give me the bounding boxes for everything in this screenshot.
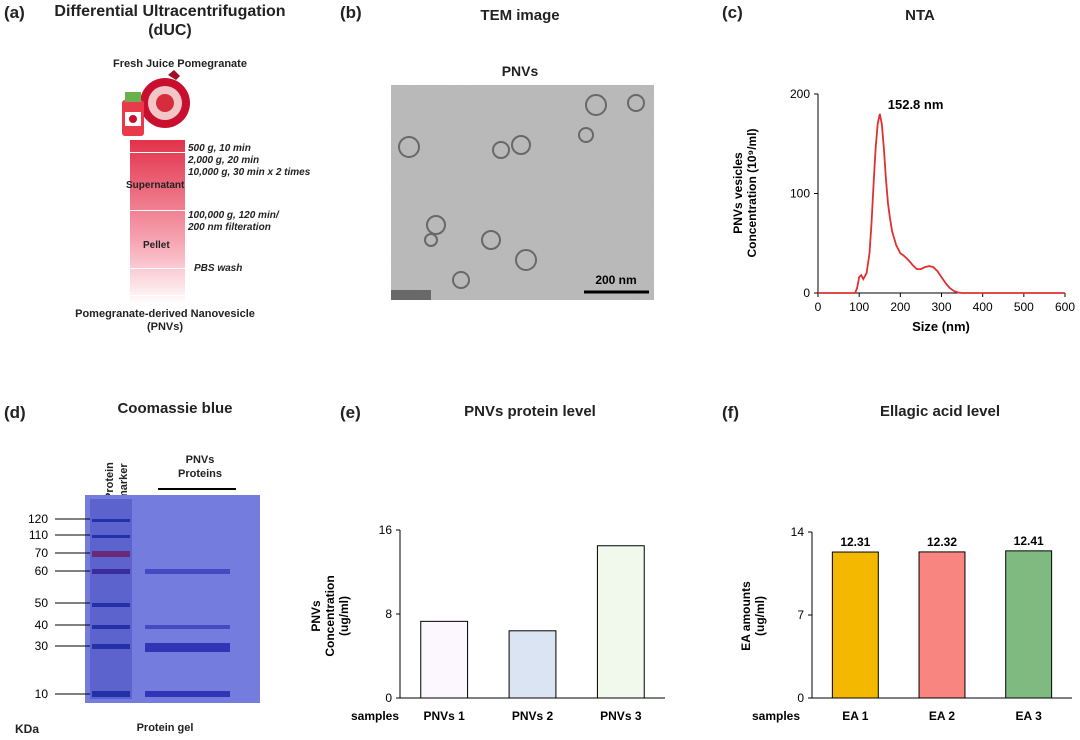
pomegranate-juice-icon [122, 70, 190, 136]
nta-x-tick-label: 0 [815, 300, 822, 314]
step-text: 200 nm filteration [188, 222, 271, 233]
f-value-label: 12.31 [840, 535, 870, 549]
panel-c-title: NTA [905, 7, 935, 24]
tube-divider [130, 210, 185, 211]
supernatant-label: Supernatant [126, 180, 185, 191]
panel-c-label: (c) [722, 3, 743, 22]
tube-divider [130, 268, 185, 269]
e-bar [420, 620, 469, 699]
e-y-label-1: PNVs [309, 600, 323, 632]
lane-label-1: PNVs [185, 454, 215, 466]
nta-x-tick-label: 500 [1014, 300, 1034, 314]
nta-x-tick-label: 200 [890, 300, 910, 314]
f-category-label: EA 2 [929, 709, 956, 723]
nta-y-axis-label-1: PNVs vesicles [731, 152, 745, 234]
tem-subtitle: PNVs [501, 63, 539, 79]
panel-e-title: PNVs protein level [464, 403, 596, 420]
panel-f-title: Ellagic acid level [879, 403, 1001, 420]
tem-image: 200 nm [391, 85, 654, 300]
panel-e-label: (e) [340, 403, 361, 422]
nta-x-tick-label: 600 [1055, 300, 1075, 314]
ladder-label: 110 [29, 528, 48, 542]
f-x-axis-label: samples [752, 709, 800, 723]
nta-y-axis-label-2: Concentration (10⁹/ml) [745, 128, 759, 257]
pellet-label: Pellet [143, 240, 170, 251]
tube-divider [130, 295, 185, 296]
step-text: 10,000 g, 30 min x 2 times [188, 167, 311, 178]
nta-y-tick-label: 100 [790, 187, 810, 201]
protein-gel: 120 110 70 60 50 40 30 10 [28, 495, 260, 703]
e-bar [596, 545, 645, 699]
e-y-label-2: Concentration [323, 575, 337, 656]
scale-bar-label: 200 nm [595, 273, 636, 287]
ladder-label: 70 [35, 546, 49, 560]
ladder-label: 30 [35, 639, 49, 653]
step-text: 500 g, 10 min [188, 143, 251, 154]
nta-x-tick-label: 400 [973, 300, 993, 314]
panel-d-label: (d) [4, 403, 26, 422]
e-category-label: PNVs 1 [423, 709, 465, 723]
protein-bar-chart: 0 8 16 PNVs 1 PNVs 2 PNVs 3 samples PNVs Conc… [309, 523, 665, 723]
product-label: Pomegranate-derived Nanovesicle [75, 308, 255, 320]
juice-label: Fresh Juice Pomegranate [113, 58, 247, 70]
f-y-label-2: (ug/ml) [753, 596, 767, 636]
tube-divider [130, 152, 185, 153]
panel-a-title: Differential Ultracentrifugation [54, 3, 286, 20]
nta-series-line [818, 113, 1065, 294]
lane-label-2: Proteins [177, 468, 222, 480]
centrifuge-tube-gradient [130, 140, 185, 305]
e-category-label: PNVs 3 [600, 709, 642, 723]
panel-b-label: (b) [340, 3, 362, 22]
e-y-tick-label: 16 [379, 523, 393, 537]
panel-a-label: (a) [4, 3, 25, 22]
f-bar [1005, 550, 1053, 699]
f-bar [831, 551, 879, 699]
nta-chart: 0 100 200 300 400 500 600 0 100 200 152.8 nm Size… [731, 87, 1075, 334]
ladder-label: 120 [28, 512, 48, 526]
f-bar [918, 551, 966, 699]
step-text: 100,000 g, 120 min/ [188, 210, 279, 221]
nta-x-axis-label: Size (nm) [912, 319, 970, 334]
nta-peak-label: 152.8 nm [888, 97, 944, 112]
e-y-label-3: (ug/ml) [337, 596, 351, 636]
f-value-label: 12.41 [1014, 534, 1044, 548]
e-category-label: PNVs 2 [512, 709, 554, 723]
panel-d-title: Coomassie blue [117, 400, 233, 417]
f-y-tick-label: 7 [797, 608, 804, 622]
f-y-tick-label: 0 [797, 691, 804, 705]
ladder-label: 50 [35, 596, 49, 610]
product-abbrev: (PNVs) [146, 321, 184, 333]
ladder-label: 60 [35, 564, 49, 578]
step-text: PBS wash [194, 263, 243, 274]
f-y-tick-label: 14 [791, 525, 805, 539]
e-y-tick-label: 8 [385, 607, 392, 621]
gel-caption: Protein gel [136, 722, 194, 734]
e-bar [508, 630, 557, 699]
panel-b-title: TEM image [480, 7, 560, 24]
nta-x-tick-label: 300 [931, 300, 951, 314]
f-y-label-1: EA amounts [739, 581, 753, 651]
nta-x-tick-label: 100 [849, 300, 869, 314]
panel-a-subtitle: (dUC) [148, 22, 192, 39]
marker-label-1: Protein [104, 462, 116, 500]
e-x-axis-label: samples [351, 709, 399, 723]
marker-label-2: marker [118, 463, 130, 500]
step-text: 2,000 g, 20 min [188, 155, 260, 166]
f-category-label: EA 1 [842, 709, 869, 723]
panel-f-label: (f) [722, 403, 739, 422]
f-value-label: 12.32 [927, 535, 957, 549]
nta-y-tick-label: 200 [790, 87, 810, 101]
nta-y-tick-label: 0 [803, 286, 810, 300]
e-y-tick-label: 0 [385, 691, 392, 705]
kda-label: KDa [15, 722, 40, 736]
ladder-label: 10 [35, 687, 49, 701]
lane-bracket [158, 488, 236, 490]
ladder-label: 40 [35, 618, 49, 632]
f-category-label: EA 3 [1016, 709, 1043, 723]
